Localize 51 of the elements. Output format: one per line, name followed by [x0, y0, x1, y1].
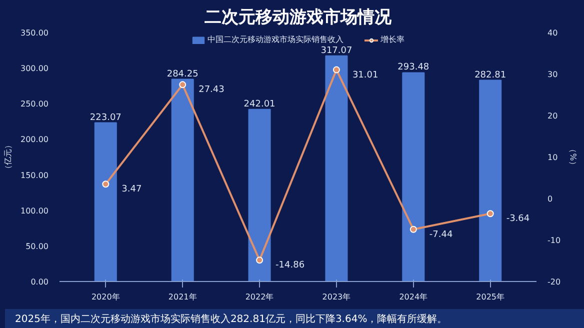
data-label: 293.48 [398, 62, 430, 73]
data-label: -14.86 [276, 260, 305, 271]
y2-tick-label: -10 [548, 236, 561, 245]
data-label: -3.64 [506, 214, 530, 224]
bar [479, 80, 502, 282]
y2-tick-label: 20 [548, 112, 558, 120]
x-tick-label: 2021年 [168, 292, 197, 302]
x-tick-label: 2020年 [91, 292, 120, 302]
bar [171, 78, 194, 282]
y-tick-label: 250.00 [20, 100, 49, 109]
y-tick-label: 350.00 [20, 28, 49, 38]
chart-title: 二次元移动游戏市场情况 [204, 8, 392, 28]
y-tick-label: 150.00 [20, 170, 49, 180]
y-tick-label: 50.00 [26, 242, 49, 251]
point [256, 256, 264, 264]
data-label: -7.44 [429, 230, 453, 240]
legend-label: 中国二次元移动游戏市场实际销售收入 [208, 34, 344, 45]
y2-tick-label: -20 [548, 278, 561, 286]
point [102, 180, 110, 188]
bar [325, 55, 348, 282]
y-axis-title: （亿元） [4, 141, 13, 173]
bar [94, 122, 117, 282]
x-tick-label: 2023年 [322, 292, 351, 302]
data-label: 282.81 [474, 70, 506, 80]
point [332, 66, 340, 74]
bar [248, 108, 271, 282]
point [410, 226, 417, 233]
text: 2025年，国内二次元移动游戏市场实际销售收入282.81亿元，同比下降3.64%，降幅有所缓解。 [15, 313, 448, 327]
y2-axis-title: （%） [568, 145, 578, 169]
y2-tick-label: 30 [548, 70, 558, 79]
data-label: 317.07 [320, 46, 352, 56]
data-label: 223.07 [90, 112, 122, 123]
legend-label: 增长率 [380, 34, 404, 45]
x-tick-label: 2022年 [245, 292, 274, 302]
y-tick-label: 100.00 [20, 206, 49, 216]
y-tick-label: 300.00 [20, 64, 49, 74]
data-label: 242.01 [244, 99, 276, 110]
data-label: 31.01 [352, 70, 378, 80]
point [179, 81, 186, 88]
y-tick-label: 200.00 [20, 135, 49, 144]
point [486, 210, 494, 218]
y2-tick-label: 0 [548, 194, 553, 204]
y-tick-label: 0.00 [30, 278, 48, 286]
y2-tick-label: 10 [548, 153, 558, 162]
x-tick-label: 2024年 [399, 292, 428, 302]
bar [402, 72, 425, 282]
data-label: 27.43 [198, 85, 224, 96]
data-label: 284.25 [166, 69, 198, 80]
x-tick-label: 2025年 [476, 292, 505, 302]
data-label: 3.47 [122, 184, 142, 195]
y2-tick-label: 40 [548, 28, 558, 38]
